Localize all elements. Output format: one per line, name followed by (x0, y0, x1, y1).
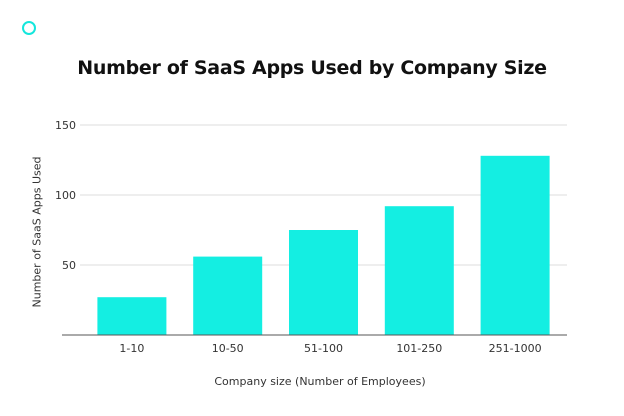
bar (97, 297, 167, 335)
bar (480, 155, 550, 335)
bar (384, 206, 454, 335)
x-tick-label: 101-250 (396, 342, 442, 355)
x-axis-label: Company size (Number of Employees) (214, 375, 426, 388)
x-tick-label: 251-1000 (489, 342, 542, 355)
logo-circle-icon (22, 21, 36, 35)
y-axis-label: Number of SaaS Apps Used (30, 156, 44, 308)
y-tick-label: 100 (55, 189, 76, 202)
chart-title: Number of SaaS Apps Used by Company Size (77, 57, 547, 79)
y-tick-label: 50 (62, 259, 76, 272)
x-tick-label: 10-50 (212, 342, 244, 355)
bar (289, 230, 358, 335)
x-tick-label: 1-10 (119, 342, 144, 355)
bar (193, 256, 263, 335)
x-tick-label: 51-100 (304, 342, 343, 355)
y-tick-label: 150 (55, 119, 76, 132)
